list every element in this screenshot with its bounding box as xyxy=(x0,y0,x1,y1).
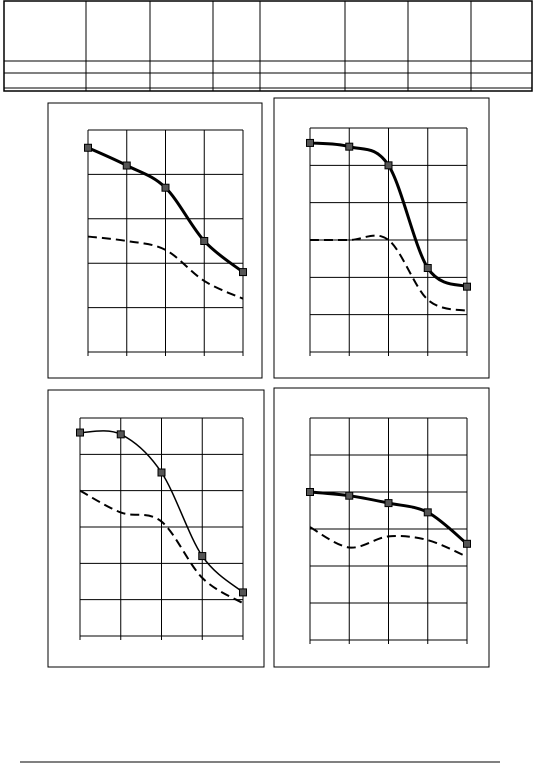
chart-frame xyxy=(47,389,265,668)
data-marker xyxy=(306,488,314,496)
data-marker xyxy=(345,142,354,151)
data-marker xyxy=(423,508,432,517)
chart-frame xyxy=(47,102,263,379)
table xyxy=(3,0,533,92)
data-marker xyxy=(161,183,170,192)
data-marker xyxy=(239,588,247,597)
data-marker xyxy=(84,143,92,152)
data-marker xyxy=(384,499,393,508)
data-marker xyxy=(345,491,354,500)
data-marker xyxy=(463,282,471,291)
data-marker xyxy=(463,539,471,548)
data-marker xyxy=(116,430,125,439)
data-marker xyxy=(239,268,247,277)
table-border xyxy=(3,0,533,92)
data-marker xyxy=(198,552,207,561)
data-line xyxy=(309,526,468,558)
data-line xyxy=(87,235,244,300)
data-marker xyxy=(306,138,314,147)
data-marker xyxy=(200,237,209,245)
chart-frame xyxy=(273,387,490,668)
data-marker xyxy=(157,468,166,477)
data-line xyxy=(79,489,244,605)
chart-frame xyxy=(273,97,490,379)
data-marker xyxy=(76,428,84,437)
data-marker xyxy=(384,161,393,170)
data-marker xyxy=(423,264,432,272)
data-marker xyxy=(122,161,131,170)
